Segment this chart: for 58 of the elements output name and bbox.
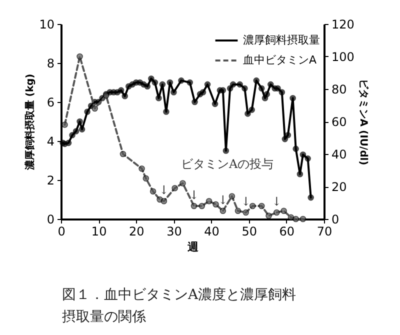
point bbox=[234, 208, 242, 214]
x-tick-label: 10 bbox=[91, 224, 107, 238]
point bbox=[228, 193, 236, 200]
y2-tick-label: 80 bbox=[332, 82, 347, 96]
point bbox=[220, 208, 226, 214]
point bbox=[76, 53, 83, 60]
point bbox=[266, 212, 272, 219]
annotation: ビタミンAの投与 bbox=[181, 157, 274, 171]
x-tick-label: 20 bbox=[129, 224, 144, 238]
x-axis-title: 週 bbox=[186, 240, 200, 254]
annotation: ↓ bbox=[218, 192, 228, 207]
point bbox=[280, 208, 287, 214]
y-tick-label: 4 bbox=[46, 134, 54, 148]
x-tick-label: 0 bbox=[58, 224, 66, 238]
y2-tick-label: 120 bbox=[332, 18, 354, 32]
y2-tick-label: 0 bbox=[332, 212, 340, 226]
x-tick-label: 50 bbox=[242, 224, 257, 238]
y-axis-title: 濃厚飼料摂取量 (kg) bbox=[24, 74, 36, 172]
y2-tick-label: 100 bbox=[332, 50, 354, 64]
annotation: ↓ bbox=[188, 188, 200, 202]
y2-tick-label: 60 bbox=[332, 115, 347, 129]
point bbox=[180, 180, 186, 186]
x-tick-label: 60 bbox=[279, 224, 295, 238]
point bbox=[258, 202, 265, 210]
y-tick-label: 0 bbox=[46, 212, 54, 226]
legend-label: 濃厚飼料摂取量 bbox=[243, 34, 320, 46]
y-tick-label: 6 bbox=[46, 96, 54, 110]
point bbox=[292, 216, 299, 222]
y-tick-label: 2 bbox=[46, 174, 54, 188]
x-tick-label: 70 bbox=[316, 224, 332, 238]
point bbox=[206, 198, 212, 204]
x-tick-label: 40 bbox=[204, 224, 220, 238]
point bbox=[138, 165, 145, 172]
y-tick-label: 8 bbox=[46, 56, 54, 70]
point bbox=[92, 105, 98, 112]
point bbox=[249, 202, 256, 210]
point bbox=[172, 184, 178, 192]
point bbox=[274, 209, 280, 216]
point bbox=[160, 198, 168, 204]
point bbox=[198, 202, 206, 210]
point bbox=[300, 216, 306, 222]
point bbox=[142, 175, 150, 182]
y2-tick-label: 40 bbox=[332, 148, 347, 162]
text: 図１．血中ビタミンA濃度と濃厚飼料摂取量の関係 bbox=[62, 286, 298, 327]
point bbox=[120, 150, 126, 158]
annotation: ↓ bbox=[240, 194, 251, 209]
y2-axis-title: ビタミンA (IU/dl) bbox=[357, 78, 370, 166]
annotation: ↓ bbox=[158, 183, 169, 198]
point bbox=[150, 188, 156, 195]
x-tick-label: 30 bbox=[166, 224, 182, 238]
point bbox=[242, 209, 249, 216]
point bbox=[190, 202, 198, 210]
point bbox=[212, 201, 219, 208]
point bbox=[62, 122, 68, 128]
y-tick-label: 10 bbox=[39, 18, 54, 32]
annotation: ↓ bbox=[272, 194, 282, 209]
legend-label: 血中ビタミンA bbox=[243, 54, 317, 66]
y2-tick-label: 20 bbox=[332, 180, 347, 194]
